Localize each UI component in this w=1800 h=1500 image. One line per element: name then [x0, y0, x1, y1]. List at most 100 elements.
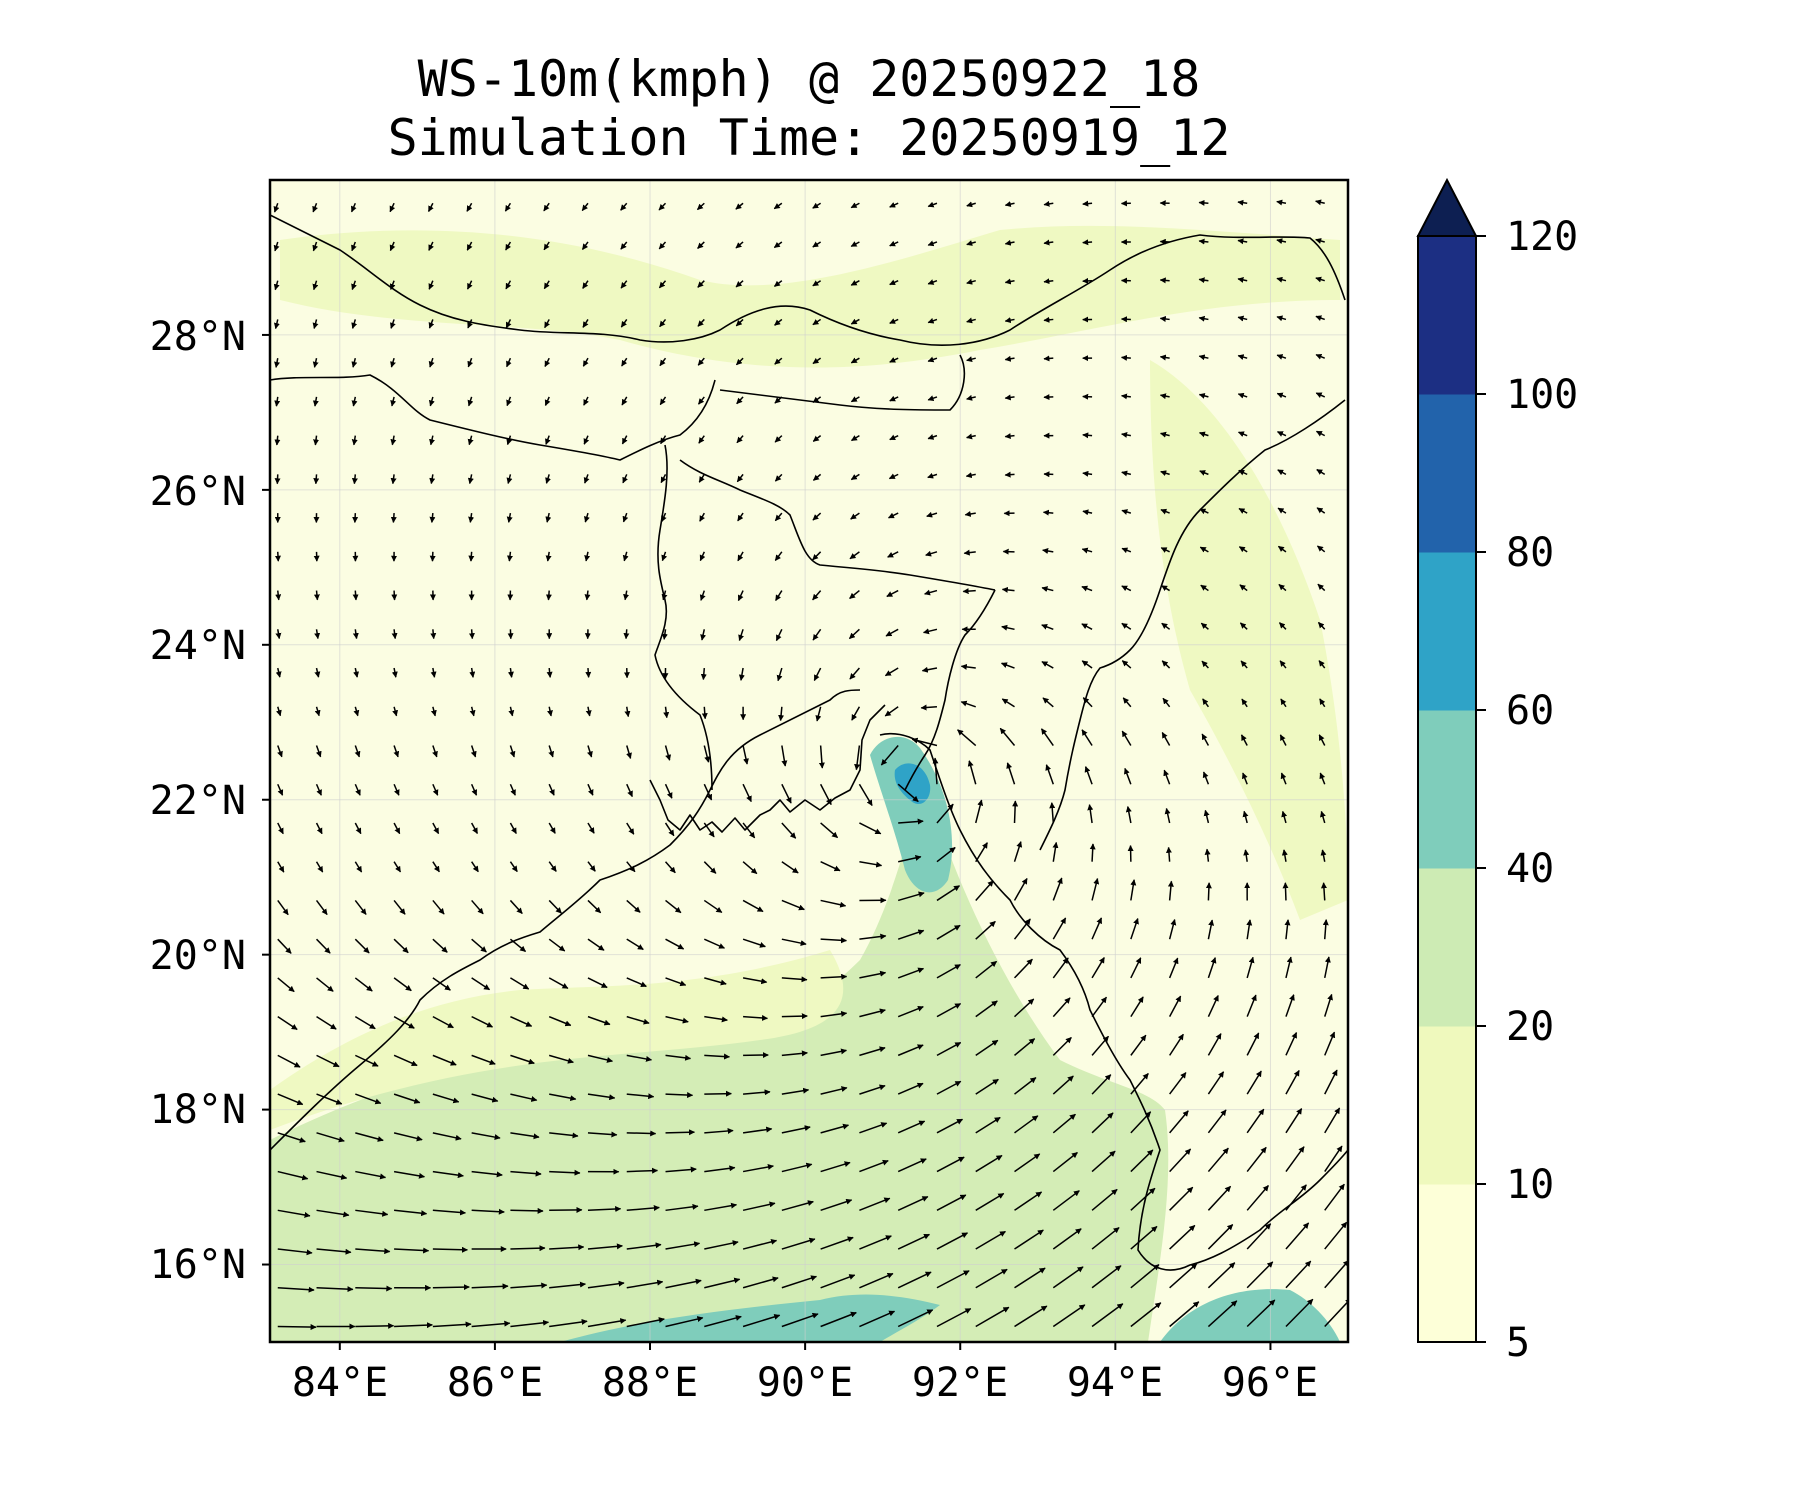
wind-arrow — [1121, 585, 1132, 592]
wind-arrow — [897, 1195, 929, 1211]
wind-arrow — [742, 1164, 774, 1173]
colorbar-bands — [1418, 236, 1476, 1343]
speed-band-10-20-north — [280, 225, 1340, 368]
wind-arrow — [1169, 1224, 1196, 1250]
wind-arrow — [696, 202, 705, 211]
wind-arrow — [1130, 957, 1142, 979]
wind-arrow — [582, 319, 589, 328]
wind-arrow — [1324, 1260, 1348, 1289]
wind-arrow — [1122, 697, 1132, 708]
wind-arrow — [960, 663, 976, 670]
wind-arrow — [658, 241, 667, 250]
wind-arrow — [851, 706, 861, 721]
wind-arrow — [698, 473, 705, 483]
wind-arrow — [1121, 660, 1132, 669]
wind-arrow — [587, 783, 594, 796]
wind-arrow — [1315, 353, 1326, 360]
wind-arrow — [1004, 201, 1015, 208]
wind-arrow — [393, 1132, 423, 1142]
wind-arrow — [354, 861, 363, 873]
wind-arrow — [1091, 957, 1105, 979]
speed-band-20-40-west-bay — [500, 1076, 650, 1130]
wind-arrow — [850, 241, 860, 248]
wind-arrow — [277, 1054, 301, 1068]
wind-arrow — [665, 938, 685, 950]
wind-arrow — [1014, 1115, 1039, 1134]
wind-arrow — [432, 861, 440, 873]
wind-arrow — [471, 1283, 509, 1290]
wind-arrow — [1081, 623, 1093, 630]
wind-arrow — [1130, 1187, 1156, 1211]
wind-arrow — [510, 1015, 533, 1027]
wind-arrow — [1014, 1153, 1041, 1173]
wind-arrow — [936, 924, 961, 940]
wind-arrow — [665, 1203, 699, 1212]
wind-arrow — [1276, 238, 1287, 245]
wind-arrow — [1006, 762, 1016, 785]
wind-arrow — [626, 1054, 653, 1062]
wind-arrow — [664, 783, 673, 799]
wind-arrow — [312, 202, 318, 213]
wind-arrow — [774, 280, 783, 287]
wind-arrow — [775, 628, 783, 642]
wind-arrow — [1091, 1074, 1112, 1095]
map-frame — [268, 178, 1350, 1344]
wind-arrow — [316, 1054, 340, 1068]
wind-arrow — [1043, 355, 1054, 362]
wind-arrow — [1282, 882, 1289, 901]
wind-arrow — [742, 745, 749, 765]
coastlines-and-borders — [270, 214, 1348, 1271]
wind-arrow — [351, 396, 358, 407]
wind-arrow — [1081, 660, 1093, 669]
lon-tick-label: 84°E — [292, 1360, 388, 1406]
wind-arrow — [812, 628, 822, 641]
wind-arrow — [545, 435, 551, 445]
wind-arrow — [1130, 1111, 1152, 1134]
wind-arrow — [661, 590, 668, 601]
wind-arrow — [936, 1080, 962, 1095]
wind-arrow — [697, 318, 705, 327]
wind-arrow — [1013, 958, 1033, 979]
wind-arrow — [543, 280, 550, 290]
wind-arrow — [897, 1309, 934, 1328]
wind-arrow — [880, 745, 899, 766]
wind-arrow — [583, 396, 589, 406]
wind-arrow — [735, 318, 744, 327]
wind-arrow — [1285, 1146, 1305, 1173]
wind-arrow — [1239, 622, 1248, 630]
wind-arrow — [975, 880, 994, 901]
wind-arrow — [936, 1156, 965, 1173]
wind-arrow — [1278, 583, 1287, 592]
wind-arrow — [700, 629, 707, 641]
wind-arrow — [587, 1280, 625, 1289]
wind-arrow — [1316, 468, 1326, 476]
wind-arrow — [504, 202, 512, 212]
wind-arrow — [432, 1132, 462, 1141]
wind-arrow — [428, 280, 435, 290]
wind-arrow — [1207, 1185, 1232, 1211]
wind-arrow — [505, 319, 512, 329]
wind-arrow — [781, 1013, 808, 1020]
wind-arrow — [510, 1319, 550, 1328]
wind-arrow — [889, 395, 899, 402]
wind-arrow — [1315, 430, 1326, 437]
wind-arrow — [859, 1084, 886, 1095]
wind-arrow — [1014, 998, 1035, 1018]
wind-arrow — [432, 745, 438, 758]
wind-arrow — [274, 396, 281, 407]
wind-arrow — [884, 706, 899, 717]
wind-arrow — [432, 1170, 464, 1179]
wind-arrow — [781, 1162, 813, 1173]
wind-arrow — [889, 279, 899, 286]
wind-arrow — [545, 512, 552, 523]
lat-tick-label: 26°N — [150, 469, 246, 515]
wind-arrow — [583, 474, 590, 484]
wind-arrow — [470, 783, 478, 796]
wind-arrow — [1091, 1265, 1122, 1289]
wind-arrow — [889, 434, 899, 441]
wind-arrow — [975, 1116, 1001, 1134]
lon-tick-label: 90°E — [757, 1360, 853, 1406]
wind-arrow — [1013, 918, 1031, 940]
wind-arrow — [314, 667, 321, 678]
wind-arrow — [737, 512, 744, 522]
